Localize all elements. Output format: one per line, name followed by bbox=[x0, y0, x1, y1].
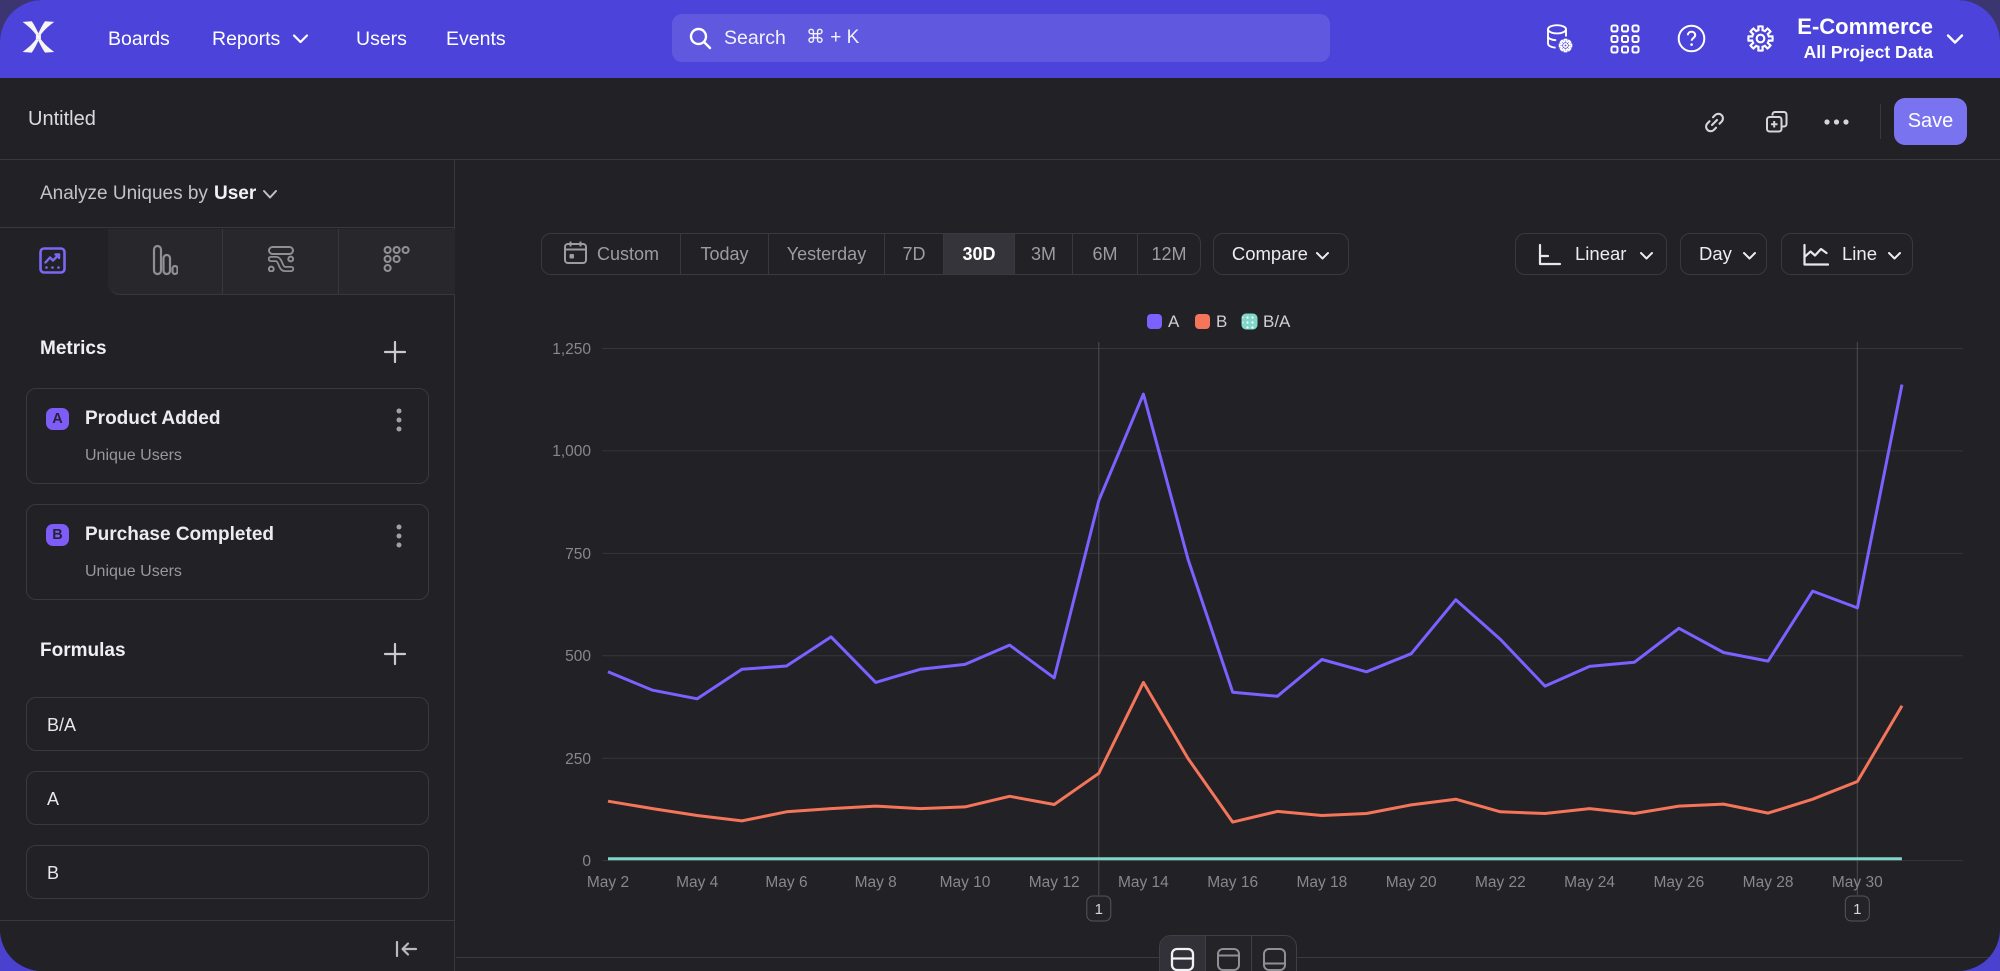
svg-text:A: A bbox=[1168, 312, 1180, 331]
svg-text:May 4: May 4 bbox=[676, 874, 719, 891]
svg-text:May 18: May 18 bbox=[1296, 874, 1347, 891]
svg-text:May 12: May 12 bbox=[1029, 874, 1080, 891]
svg-text:May 2: May 2 bbox=[587, 874, 629, 891]
svg-text:B/A: B/A bbox=[1263, 312, 1291, 331]
svg-text:May 24: May 24 bbox=[1564, 874, 1615, 891]
svg-text:1,250: 1,250 bbox=[552, 341, 591, 358]
svg-text:1: 1 bbox=[1095, 901, 1103, 918]
svg-text:500: 500 bbox=[565, 648, 591, 665]
svg-text:May 26: May 26 bbox=[1653, 874, 1704, 891]
svg-text:May 14: May 14 bbox=[1118, 874, 1169, 891]
svg-text:May 22: May 22 bbox=[1475, 874, 1526, 891]
svg-text:B: B bbox=[1216, 312, 1227, 331]
svg-text:1,000: 1,000 bbox=[552, 443, 591, 460]
svg-text:May 6: May 6 bbox=[765, 874, 807, 891]
svg-text:1: 1 bbox=[1853, 901, 1861, 918]
svg-text:250: 250 bbox=[565, 751, 591, 768]
svg-text:May 8: May 8 bbox=[855, 874, 897, 891]
svg-text:May 16: May 16 bbox=[1207, 874, 1258, 891]
svg-text:May 10: May 10 bbox=[940, 874, 991, 891]
svg-text:May 20: May 20 bbox=[1386, 874, 1437, 891]
svg-text:750: 750 bbox=[565, 546, 591, 563]
svg-text:May 30: May 30 bbox=[1832, 874, 1883, 891]
svg-text:0: 0 bbox=[582, 853, 591, 870]
svg-text:May 28: May 28 bbox=[1743, 874, 1794, 891]
